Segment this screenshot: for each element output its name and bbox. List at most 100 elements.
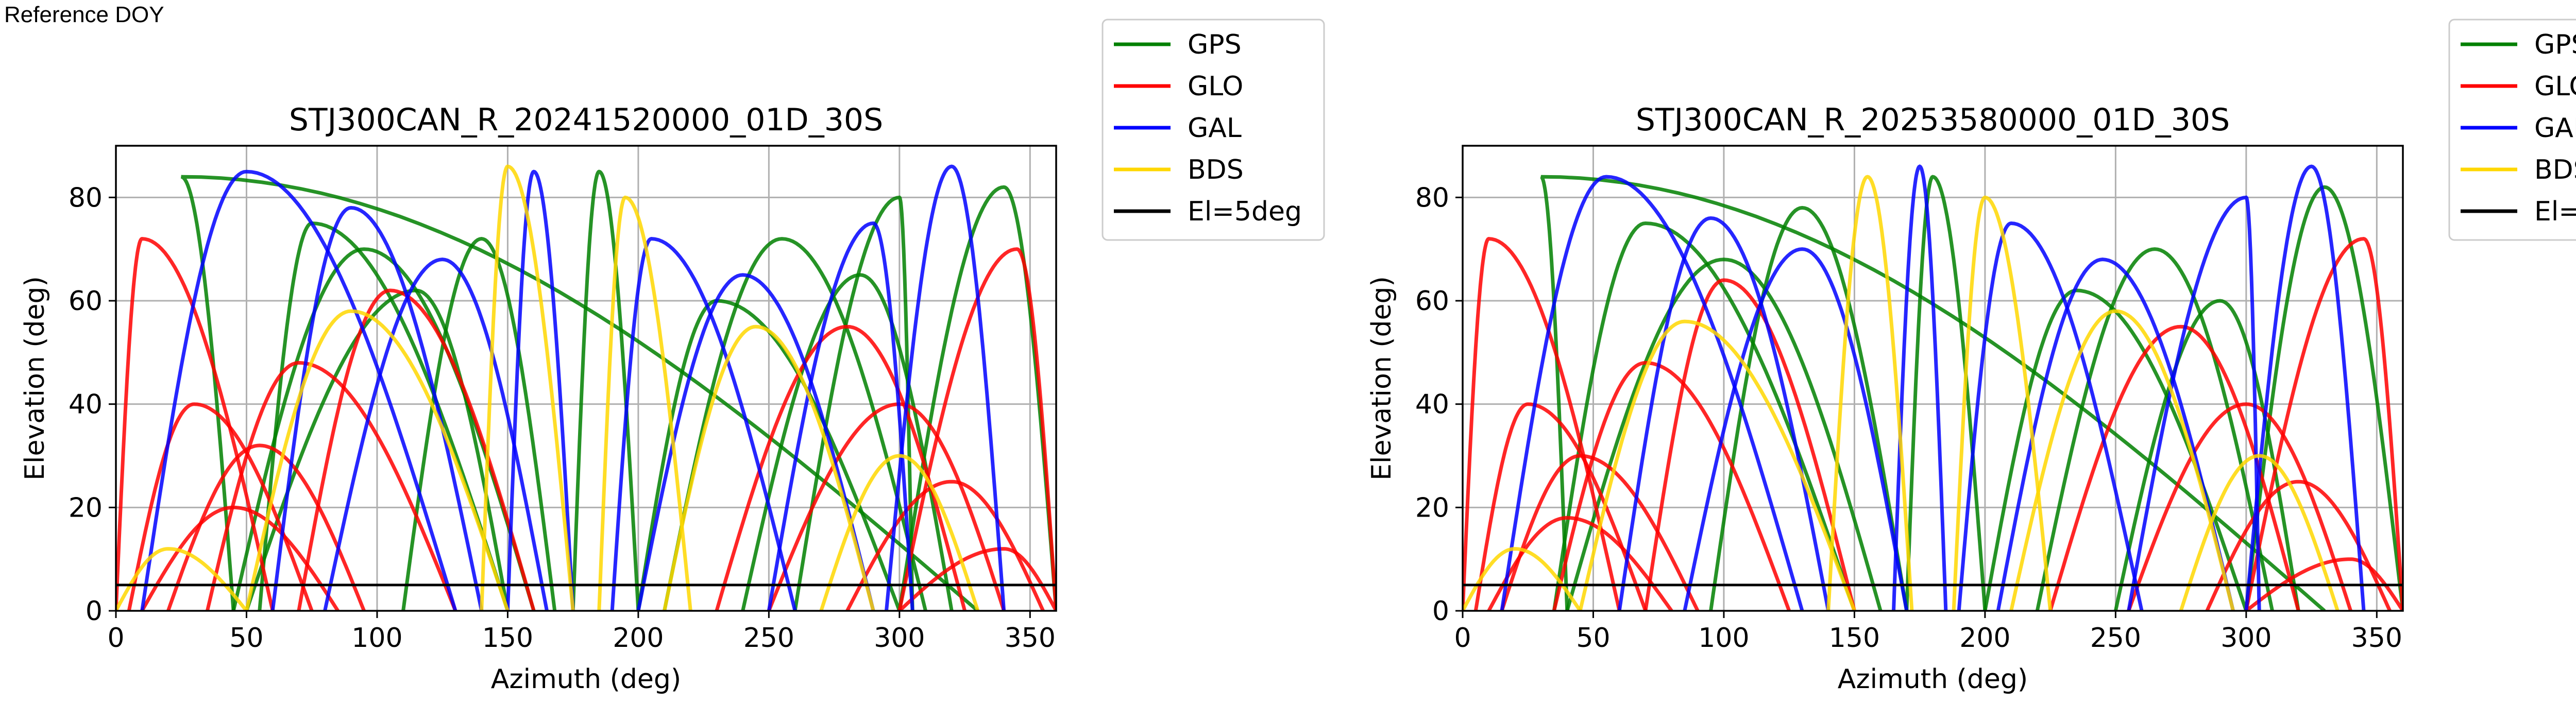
arc-gal [1892,164,1948,611]
arc-gps [663,237,927,611]
y-tick-label: 60 [1415,286,1449,317]
legend-label-gps: GPS [2534,29,2576,60]
arc-glo [127,402,314,611]
data-area [116,164,1056,611]
x-tick-label: 100 [1698,623,1749,654]
axes-frame [115,145,1057,612]
y-tick-label: 0 [1432,596,1449,627]
legend-label-el5deg: El=5deg [2534,196,2576,227]
arc-glo [140,505,340,611]
arc-glo [1463,237,1621,611]
legend-label-bds: BDS [2534,155,2576,185]
arc-glo [898,547,1056,611]
arc-gps [897,185,1056,611]
legend-label-glo: GLO [1188,71,1243,102]
arc-bds [819,454,980,611]
legend-label-el5deg: El=5deg [1188,196,1302,227]
x-axis-label: Azimuth (deg) [1838,664,2028,695]
arc-gal [2244,164,2366,611]
skyplot-chart-2025: STJ300CAN_R_20253580000_01D_30S 0 50 100 150… [1366,19,2576,695]
arc-glo [205,361,457,611]
arc-gal [1957,221,2144,611]
x-tick-label: 300 [2221,623,2272,654]
arc-gal [1683,247,1909,611]
arc-gps [2113,299,2300,611]
arc-gps [1565,258,1883,611]
x-tick-label: 0 [107,623,124,654]
arc-glo [845,479,1045,611]
arc-bds [116,547,248,611]
x-tick-label: 100 [351,623,402,654]
arc-glo [1552,361,1791,611]
legend-label-gal: GAL [2534,113,2576,144]
y-tick-label: 80 [69,182,103,213]
arc-bds [1952,195,2053,611]
arc-gps [1552,221,1856,611]
arc-bds [480,164,575,611]
y-tick-label: 80 [1415,182,1449,213]
chart-title: STJ300CAN_R_20253580000_01D_30S [1636,102,2230,138]
arc-glo [1487,516,1673,611]
page-caption: Reference DOY [4,2,164,27]
y-tick-label: 20 [69,492,103,523]
arc-gal [1617,216,1831,611]
y-axis-label: Elevation (deg) [20,276,50,481]
arc-bds [1826,175,1914,611]
legend-label-bds: BDS [1188,155,1244,185]
arc-glo [2127,402,2352,611]
arc-gps [571,169,640,611]
arc-gal [1500,175,1804,611]
arc-bds [597,195,692,611]
legend-frame [1101,19,1325,241]
y-tick-label: 40 [1415,389,1449,420]
arc-bds [2179,454,2340,611]
arc-gps [245,288,510,611]
y-tick-label: 40 [69,389,103,420]
arc-gal [270,205,484,611]
arc-gps [2035,247,2274,611]
arc-gps [2244,185,2403,611]
x-tick-label: 150 [1829,623,1880,654]
arc-gps [1905,175,1987,611]
series-gal [1500,164,2366,611]
axes-frame [1462,145,2404,612]
x-tick-label: 50 [229,623,263,654]
arc-bds [1463,547,1582,611]
arc-gal [505,169,575,611]
arc-glo [1643,278,1856,611]
x-tick-label: 300 [874,623,925,654]
arc-bds [663,324,875,611]
series-gal [140,164,1006,611]
y-tick-label: 20 [1415,492,1449,523]
ticks: 0 50 100 150 200 250 300 350 0 20 40 60 80 [1415,182,2402,654]
arc-gal [610,237,797,611]
legend: GPS GLO GAL BDS El=5deg [2448,19,2576,241]
arc-bds [2009,309,2235,611]
arc-gps [401,237,557,611]
legend-label-glo: GLO [2534,71,2576,102]
x-tick-label: 350 [1005,623,1056,654]
x-tick-label: 0 [1454,623,1471,654]
legend: GPS GLO GAL BDS El=5deg [1101,19,1325,241]
chart-title: STJ300CAN_R_20241520000_01D_30S [289,102,883,138]
arc-glo [897,247,1056,611]
y-tick-label: 60 [69,286,103,317]
series-gps [1540,175,2403,611]
legend-label-gal: GAL [1188,113,1242,144]
legend-label-gps: GPS [1188,29,1242,60]
series-glo [116,237,1056,611]
x-tick-label: 50 [1576,623,1610,654]
x-tick-label: 250 [2090,623,2141,654]
series-bds [116,164,980,611]
arc-glo [166,443,366,611]
x-tick-label: 150 [482,623,533,654]
arc-bds [1578,319,1856,611]
arc-gal [767,221,914,611]
y-axis-label: Elevation (deg) [1366,276,1397,481]
x-tick-label: 250 [743,623,794,654]
arc-bds [245,309,510,611]
arc-gps [741,273,954,611]
arc-gal [885,164,1006,611]
ticks: 0 50 100 150 200 250 300 350 0 20 40 60 80 [69,182,1056,654]
arc-glo [2244,237,2403,611]
